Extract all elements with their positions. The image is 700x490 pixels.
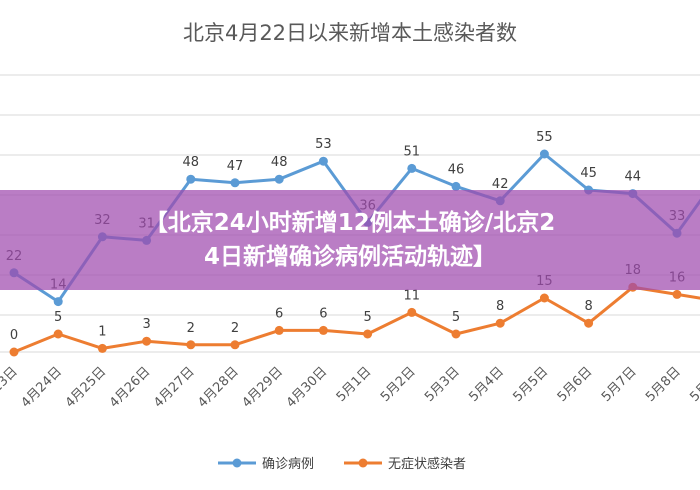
data-label: 48 — [183, 155, 200, 170]
series-point — [407, 307, 417, 317]
chart-title: 北京4月22日以来新增本土感染者数 — [183, 21, 517, 45]
series-point — [539, 149, 549, 159]
series-point — [9, 347, 19, 357]
series-point — [53, 297, 63, 307]
series-line-1 — [13, 285, 700, 354]
x-tick-label: 4月23日 — [0, 364, 21, 411]
legend-label: 确诊病例 — [262, 457, 314, 472]
data-label: 5 — [452, 310, 460, 325]
series-point — [407, 163, 417, 173]
data-label: 53 — [315, 137, 332, 152]
data-label: 6 — [275, 306, 283, 321]
series-point — [318, 156, 328, 166]
x-axis-ticks: 4月23日4月24日4月25日4月26日4月27日4月28日4月29日4月30日… — [0, 364, 700, 411]
data-label: 46 — [448, 162, 465, 177]
x-tick-label: 5月7日 — [599, 364, 640, 405]
x-tick-label: 4月27日 — [151, 364, 198, 411]
x-tick-label: 5月5日 — [511, 364, 552, 405]
series-point — [142, 336, 152, 346]
x-tick-label: 4月26日 — [107, 364, 154, 411]
series-point — [451, 181, 461, 191]
headline-line-1: 【北京24小时新增12例本土确诊/北京2 — [144, 210, 556, 236]
legend-marker — [232, 458, 242, 468]
series-point — [539, 293, 549, 303]
legend-label: 无症状感染者 — [388, 456, 466, 472]
data-label: 48 — [271, 155, 288, 170]
x-tick-label: 4月28日 — [195, 364, 242, 411]
data-label: 8 — [496, 299, 504, 314]
data-label: 51 — [404, 144, 421, 159]
x-tick-label: 4月25日 — [63, 364, 110, 411]
data-label: 5 — [363, 310, 371, 325]
series-point — [53, 329, 63, 339]
x-tick-label: 5月1日 — [334, 364, 375, 405]
x-tick-label: 5月9日 — [687, 364, 700, 405]
series-point — [230, 178, 240, 188]
x-tick-label: 5月3日 — [422, 364, 463, 405]
x-tick-label: 5月8日 — [643, 364, 684, 405]
series-point — [363, 329, 373, 339]
data-label: 5 — [54, 310, 62, 325]
x-tick-label: 4月29日 — [239, 364, 286, 411]
series-point — [230, 340, 240, 350]
x-tick-label: 4月30日 — [284, 364, 331, 411]
series-point — [584, 318, 594, 328]
series-point — [274, 174, 284, 184]
legend: 确诊病例 无症状感染者 — [218, 456, 466, 472]
data-label: 45 — [580, 166, 597, 181]
series-point — [495, 318, 505, 328]
data-label: 11 — [404, 288, 421, 303]
data-label: 44 — [625, 170, 642, 185]
x-tick-label: 5月4日 — [466, 364, 507, 405]
series-point — [672, 289, 682, 299]
x-tick-label: 4月24日 — [18, 364, 65, 411]
data-label: 42 — [492, 177, 509, 192]
series-point — [451, 329, 461, 339]
data-label: 0 — [10, 328, 18, 343]
data-label: 3 — [142, 317, 150, 332]
data-label: 1 — [98, 324, 106, 339]
series-point — [186, 174, 196, 184]
x-tick-label: 5月2日 — [378, 364, 419, 405]
headline-banner: 【北京24小时新增12例本土确诊/北京2 4日新增确诊病例活动轨迹】 — [0, 190, 700, 290]
series-point — [186, 340, 196, 350]
x-tick-label: 5月6日 — [555, 364, 596, 405]
data-label: 6 — [319, 306, 327, 321]
legend-marker — [358, 458, 368, 468]
series-point — [274, 325, 284, 335]
data-label: 2 — [187, 321, 195, 336]
data-label: 47 — [227, 159, 244, 174]
headline-line-2: 4日新增确诊病例活动轨迹】 — [203, 244, 496, 270]
series-point — [97, 343, 107, 353]
data-label: 55 — [536, 130, 553, 145]
series-point — [318, 325, 328, 335]
data-label: 2 — [231, 321, 239, 336]
data-label: 8 — [584, 299, 592, 314]
